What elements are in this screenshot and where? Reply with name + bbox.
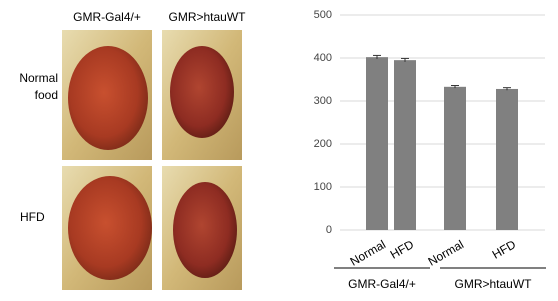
bar: [366, 57, 388, 230]
bar: [496, 88, 518, 231]
eye: [173, 182, 237, 278]
y-tick-label: 400: [314, 52, 332, 64]
row-label: HFD: [20, 210, 45, 224]
x-tick-label: HFD: [490, 237, 519, 262]
y-tick-label: 0: [326, 224, 332, 236]
y-tick-label: 100: [314, 181, 332, 193]
y-tick-label: 300: [314, 95, 332, 107]
eye: [68, 176, 152, 280]
y-tick-label: 500: [314, 9, 332, 21]
column-label: GMR>htauWT: [168, 10, 246, 24]
eye: [68, 46, 148, 150]
x-tick-label: Normal: [348, 237, 388, 268]
x-tick-label: Normal: [426, 237, 466, 268]
column-label: GMR-Gal4/+: [73, 10, 141, 24]
row-label-box: Normal food: [19, 71, 58, 102]
photos: [62, 30, 242, 290]
x-tick-label: HFD: [388, 237, 417, 262]
row-label: Normal food: [19, 71, 58, 102]
y-tick-label: 200: [314, 138, 332, 150]
group-label: GMR>htauWT: [454, 277, 532, 291]
bar: [394, 60, 416, 231]
bar: [444, 86, 466, 230]
eye: [170, 46, 234, 138]
group-label: GMR-Gal4/+: [348, 277, 416, 291]
